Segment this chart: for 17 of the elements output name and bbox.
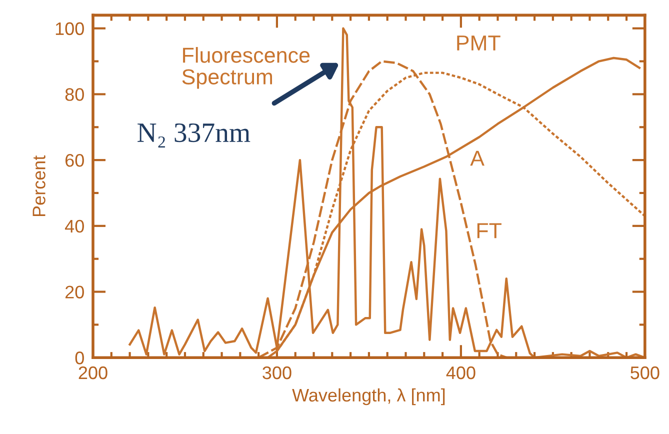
y-axis-title: Percent	[32, 155, 46, 216]
x-tick-label: 500	[630, 366, 660, 380]
x-tick-label: 400	[446, 366, 476, 380]
y-tick-label: 60	[65, 154, 84, 167]
x-tick-label: 200	[78, 366, 108, 380]
series-label: FT	[477, 223, 502, 238]
series-label: Fluorescence Spectrum	[182, 47, 310, 89]
series-label: A	[470, 150, 484, 166]
y-tick-label: 0	[75, 352, 84, 364]
y-tick-label: 80	[65, 88, 84, 101]
y-tick-label: 40	[64, 220, 84, 233]
x-tick-label: 300	[262, 366, 292, 380]
x-axis-title: Wavelength, λ [nm]	[292, 388, 445, 406]
series-label: PMT	[457, 36, 500, 50]
y-tick-label: 100	[56, 22, 84, 36]
y-tick-label: 20	[65, 286, 84, 298]
annotation: N₂ 337nm	[138, 123, 250, 148]
